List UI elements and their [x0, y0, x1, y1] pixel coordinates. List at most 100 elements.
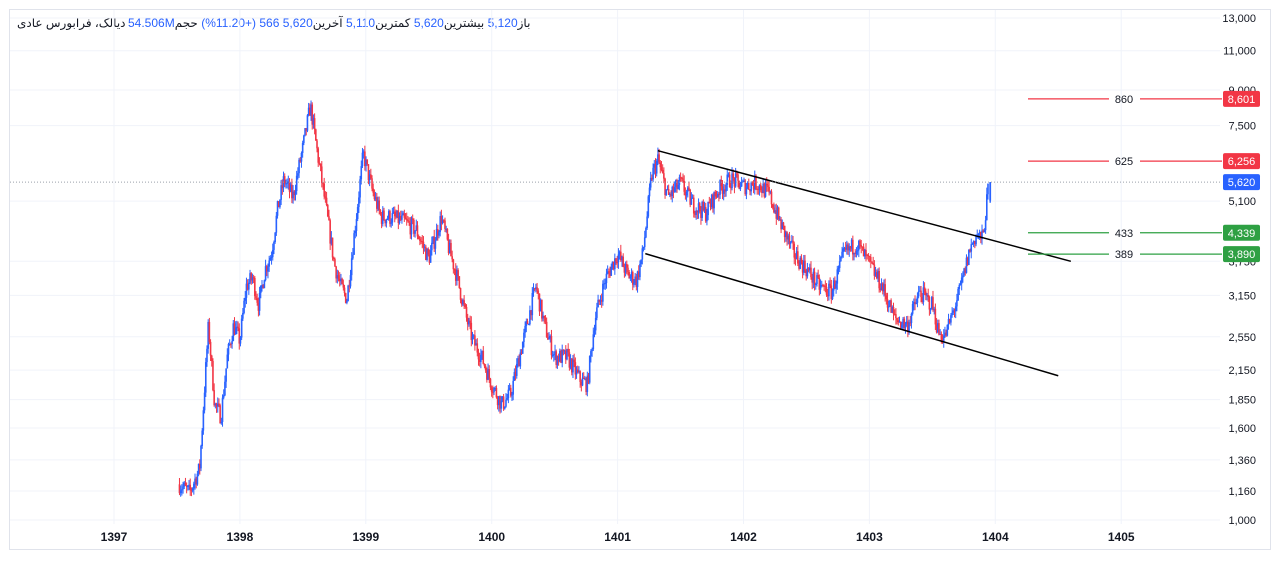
candle-body — [744, 180, 746, 195]
candle-body — [881, 283, 884, 292]
candle-body — [484, 366, 487, 371]
candle-body — [204, 362, 207, 393]
candle-body — [475, 343, 477, 346]
candle-body — [899, 321, 902, 328]
candle-body — [709, 203, 712, 208]
y-tick-label: 5,100 — [1228, 196, 1256, 208]
candle-body — [652, 167, 654, 180]
candle-body — [673, 187, 676, 192]
price-levels[interactable]: 5,620 860 8,601 625 6,256 433 4,339 389 3,890 — [10, 90, 1260, 263]
candle-body — [615, 258, 617, 263]
close-value: 5,620 — [282, 16, 313, 30]
candle-body — [387, 211, 390, 219]
candle-body — [263, 280, 266, 289]
candle-body — [188, 484, 190, 486]
candle-body — [684, 191, 687, 196]
x-tick-label: 1402 — [730, 530, 757, 544]
candle-body — [804, 260, 806, 271]
candle-body — [373, 192, 376, 200]
candle-body — [493, 388, 495, 393]
descending-channel[interactable] — [645, 149, 1072, 377]
candle-body — [524, 325, 526, 333]
candle-body — [551, 355, 554, 357]
level-badge — [1223, 224, 1260, 241]
candle-body — [299, 159, 302, 162]
candle-body — [671, 186, 674, 197]
high-value: 5,620 — [413, 16, 444, 30]
candle-body — [968, 249, 970, 265]
candle-body — [370, 174, 372, 179]
candle-body — [630, 272, 633, 277]
candle-body — [567, 349, 569, 353]
candle-body — [194, 478, 196, 484]
candle-body — [797, 251, 799, 264]
candle-body — [225, 368, 227, 382]
candle-body — [487, 369, 489, 380]
candle-body — [904, 323, 907, 328]
candle-body — [336, 275, 339, 279]
candle-body — [568, 352, 571, 368]
candle-body — [403, 213, 406, 218]
candle-body — [902, 318, 904, 325]
candle-body — [371, 178, 373, 189]
candle-body — [582, 377, 585, 379]
candle-body — [195, 478, 198, 485]
x-tick-label: 1405 — [1108, 530, 1135, 544]
candle-body — [837, 268, 840, 270]
candle-body — [261, 285, 263, 287]
candle-body — [212, 361, 214, 391]
candle-body — [462, 300, 464, 305]
candle-body — [820, 284, 823, 286]
candle-body — [281, 185, 284, 189]
candle-body — [593, 330, 596, 335]
candle-body — [844, 247, 847, 250]
candle-body — [348, 285, 351, 287]
candle-body — [413, 219, 415, 234]
level-label: 860 — [1115, 94, 1133, 106]
candle-body — [746, 183, 749, 188]
candle-body — [288, 181, 291, 192]
candle-body — [618, 251, 621, 255]
candle-body — [706, 215, 708, 222]
candle-body — [641, 248, 644, 260]
candle-body — [929, 309, 932, 311]
candle-body — [701, 202, 703, 218]
channel-line — [645, 252, 1059, 377]
candle-body — [244, 297, 247, 301]
candle-body — [259, 285, 262, 294]
candle-body — [383, 210, 385, 220]
candle-body — [364, 151, 366, 167]
candle-body — [502, 396, 505, 409]
candle-body — [956, 300, 958, 307]
candle-body — [429, 250, 432, 263]
candle-body — [745, 187, 748, 195]
candle-body — [850, 239, 853, 249]
candle-body — [592, 334, 595, 350]
candle-body — [951, 312, 953, 316]
x-tick-label: 1400 — [478, 530, 505, 544]
candle-body — [840, 256, 842, 262]
candle-body — [646, 216, 648, 228]
candle-body — [694, 213, 696, 215]
candle-body — [376, 197, 378, 209]
candle-body — [987, 183, 989, 195]
candle-body — [712, 194, 714, 209]
candle-body — [320, 166, 323, 183]
candle-body — [249, 273, 251, 283]
candle-body — [678, 177, 681, 185]
candle-body — [599, 300, 602, 302]
candle-body — [322, 182, 324, 184]
candle-body — [642, 246, 645, 249]
candle-body — [332, 257, 335, 260]
candle-body — [254, 278, 256, 297]
candle-body — [554, 351, 556, 355]
candle-body — [874, 272, 877, 276]
candle-body — [564, 350, 567, 360]
candle-body — [368, 174, 371, 181]
candle-body — [316, 140, 318, 149]
candle-body — [916, 296, 919, 303]
x-tick-label: 1404 — [982, 530, 1009, 544]
y-tick-label: 3,150 — [1228, 290, 1256, 302]
candle-body — [771, 204, 774, 208]
